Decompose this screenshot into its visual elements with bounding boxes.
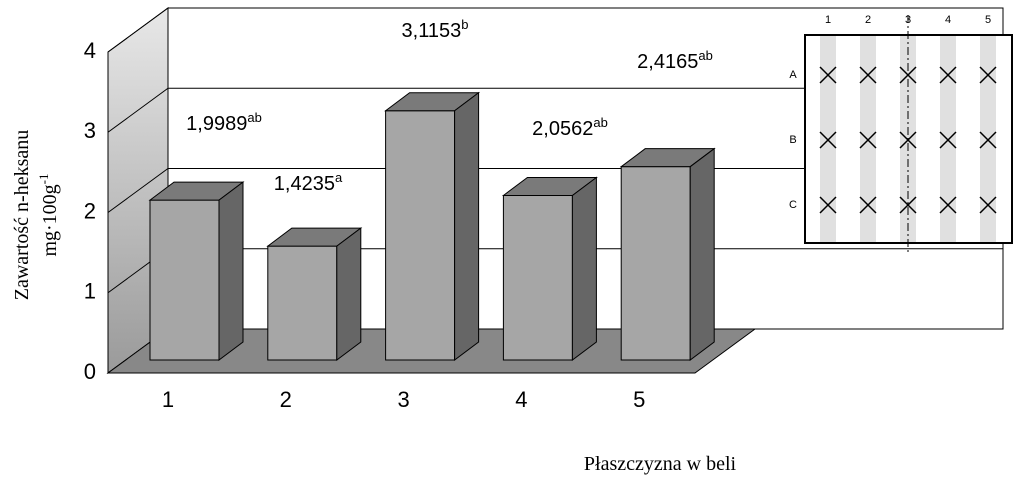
cross [939, 196, 957, 214]
value-label-number: 3,1153 [402, 20, 462, 42]
y-tick-label: 2 [84, 198, 96, 223]
cross [819, 131, 837, 149]
value-label-letter: a [335, 170, 343, 185]
grid-line [107, 168, 1003, 213]
column-label: 2 [865, 14, 871, 26]
bar [620, 166, 691, 361]
value-label-letter: b [461, 17, 468, 32]
value-label: 1,4235a [274, 170, 343, 195]
row-label: C [789, 199, 797, 211]
value-label-number: 1,9989 [186, 113, 247, 135]
x-tick-label: 1 [162, 387, 174, 412]
x-tick-label: 5 [633, 387, 645, 412]
value-label-letter: ab [698, 48, 712, 63]
cross [979, 196, 997, 214]
y-tick-label: 4 [84, 38, 96, 63]
value-label-letter: ab [593, 115, 607, 130]
y-tick-label: 0 [84, 359, 96, 384]
bar [502, 195, 573, 361]
row-label: A [789, 69, 797, 81]
value-label-number: 2,4165 [637, 51, 698, 73]
bar-side [218, 181, 244, 361]
y-axis-title: Zawartość n-heksanu [11, 130, 33, 301]
bar-side [571, 176, 597, 361]
bar [267, 245, 338, 361]
cross [819, 196, 837, 214]
value-label-number: 1,4235 [274, 173, 335, 195]
column-label: 1 [825, 14, 831, 26]
y-axis-unit: mg·100g-1 [36, 173, 61, 256]
value-label-letter: ab [247, 110, 261, 125]
value-label: 1,9989ab [186, 110, 262, 135]
value-label: 3,1153b [402, 17, 469, 42]
cross [939, 131, 957, 149]
cross [899, 196, 917, 214]
y-tick-label: 1 [84, 279, 96, 304]
cross [859, 196, 877, 214]
chart: 0123411,9989ab21,4235a33,1153b42,0562ab5… [84, 7, 1004, 412]
x-tick-label: 3 [397, 387, 409, 412]
value-label-number: 2,0562 [532, 118, 593, 140]
column-label: 4 [945, 14, 951, 26]
value-label: 2,0562ab [532, 115, 608, 140]
column-label: 5 [985, 14, 991, 26]
bar-side [454, 91, 480, 361]
bar-side [336, 227, 362, 361]
y-tick-label: 3 [84, 118, 96, 143]
cross [979, 131, 997, 149]
unit: mg·100g [39, 184, 61, 256]
value-label: 2,4165ab [637, 48, 713, 73]
cross [819, 66, 837, 84]
cross [939, 66, 957, 84]
grid-line [107, 7, 1003, 53]
x-axis-title: Płaszczyzna w beli [584, 453, 737, 475]
cross [859, 131, 877, 149]
diagram: 12345ABC [789, 14, 1013, 253]
unit-sup: -1 [36, 173, 51, 184]
cross [979, 66, 997, 84]
x-tick-label: 2 [280, 387, 292, 412]
bar [385, 110, 456, 361]
bar [149, 199, 220, 361]
x-tick-label: 4 [515, 387, 527, 412]
cross [859, 66, 877, 84]
grid-line [107, 87, 1003, 133]
bar-side [689, 147, 715, 361]
row-label: B [789, 134, 796, 146]
